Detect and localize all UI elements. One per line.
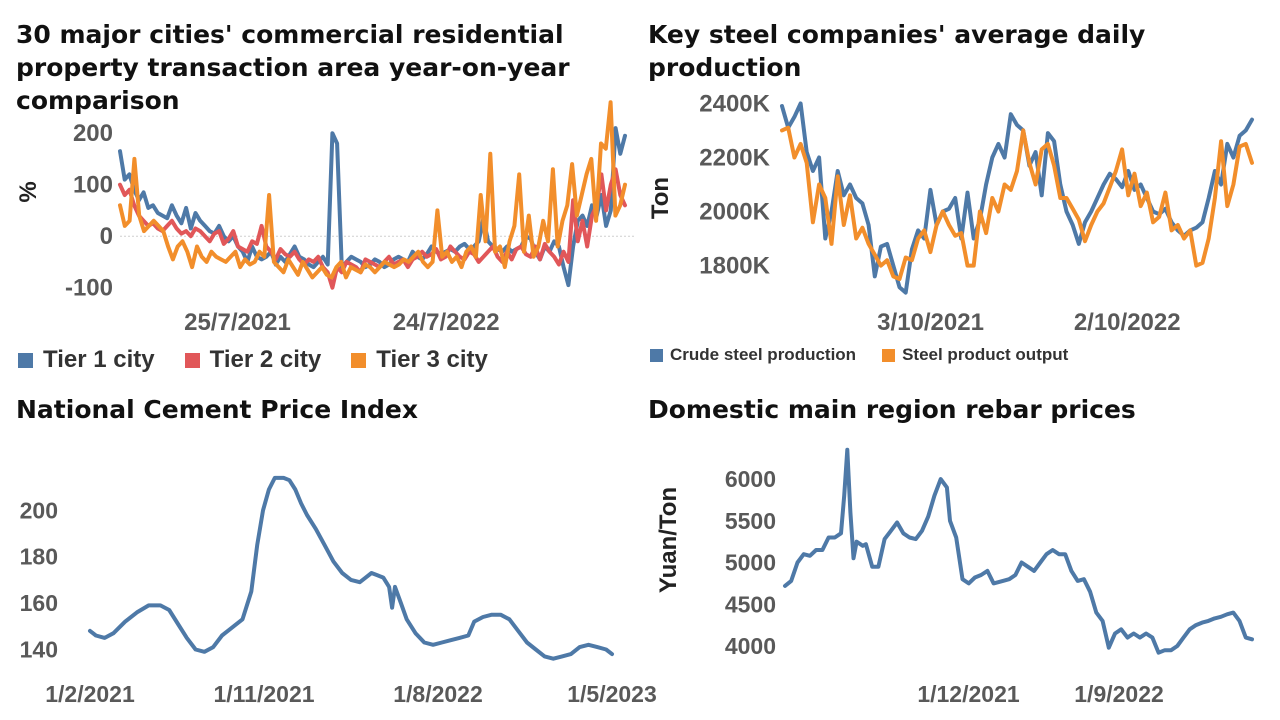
legend-swatch-crude-steel — [650, 348, 663, 362]
chart4-title: Domestic main region rebar prices — [648, 395, 1136, 424]
y-tick-label: 5000 — [725, 550, 776, 576]
legend-item-crude-steel: Crude steel production — [650, 345, 856, 365]
x-tick-label: 1/11/2021 — [213, 681, 314, 707]
y-tick-label: 2400K — [699, 90, 770, 117]
y-tick-label: 5500 — [725, 508, 776, 534]
legend-label-tier2: Tier 2 city — [209, 346, 322, 373]
series-line-steel-product-output — [780, 125, 1254, 282]
x-tick-label: 1/5/2023 — [567, 681, 657, 707]
series-line-crude-steel-production — [780, 101, 1254, 295]
legend-label-crude-steel: Crude steel production — [670, 345, 857, 364]
chart2-legend: Crude steel production Steel product out… — [650, 345, 1098, 365]
chart1-title: 30 major cities' commercial residential … — [16, 20, 570, 115]
x-tick-label: 24/7/2022 — [393, 309, 500, 336]
y-axis-label: Yuan/Ton — [655, 487, 682, 593]
x-tick-label: 3/10/2021 — [877, 309, 984, 336]
y-tick-label: -100 — [65, 275, 113, 302]
y-tick-label: 4000 — [725, 633, 776, 659]
x-tick-label: 1/12/2021 — [917, 681, 1020, 707]
chart3-title: National Cement Price Index — [16, 395, 418, 424]
series-line-index — [88, 475, 614, 661]
y-axis-label: Ton — [647, 177, 674, 219]
x-tick-label: 1/9/2022 — [1074, 681, 1164, 707]
chart2-plot: 2400K 2200K 2000K 1800K 3/10/2021 2/10/2022 To… — [647, 90, 1254, 336]
x-tick-label: 2/10/2022 — [1074, 309, 1181, 336]
legend-swatch-steel-product — [882, 348, 896, 362]
y-tick-label: 1800K — [699, 253, 770, 280]
legend-item-tier3: Tier 3 city — [351, 346, 488, 374]
legend-item-steel-product: Steel product output — [882, 345, 1068, 365]
x-tick-label: 1/8/2022 — [393, 681, 483, 707]
legend-label-tier3: Tier 3 city — [376, 346, 488, 373]
y-tick-label: 140 — [20, 636, 58, 662]
legend-item-tier1: Tier 1 city — [18, 346, 155, 374]
series-line-tier-3-city — [118, 100, 627, 280]
x-tick-label: 1/2/2021 — [45, 681, 135, 707]
legend-swatch-tier2 — [184, 352, 200, 368]
y-tick-label: 100 — [73, 172, 113, 199]
y-tick-label: 2000K — [699, 199, 770, 226]
y-tick-label: 200 — [73, 120, 113, 147]
y-tick-label: 200 — [20, 497, 58, 523]
legend-swatch-tier1 — [18, 352, 33, 368]
y-tick-label: 6000 — [725, 466, 776, 492]
chart1-plot: 200 100 0 -100 25/7/2021 24/7/2022% — [15, 100, 635, 336]
legend-label-steel-product: Steel product output — [902, 345, 1069, 364]
chart2-title: Key steel companies' average daily produ… — [648, 20, 1146, 82]
y-tick-label: 160 — [20, 590, 58, 616]
legend-item-tier2: Tier 2 city — [184, 346, 322, 374]
y-axis-label: % — [15, 181, 42, 202]
chart1-legend: Tier 1 city Tier 2 city Tier 3 city — [18, 346, 518, 374]
series-line-tier-2-city — [118, 167, 627, 290]
y-tick-label: 180 — [20, 544, 58, 570]
legend-swatch-tier3 — [351, 352, 367, 368]
x-tick-label: 25/7/2021 — [184, 309, 291, 336]
y-tick-label: 2200K — [699, 144, 770, 171]
series-line-index — [783, 447, 1254, 655]
y-tick-label: 4500 — [725, 591, 776, 617]
legend-label-tier1: Tier 1 city — [43, 346, 155, 373]
y-tick-label: 0 — [100, 223, 113, 250]
chart3-plot: 200 180 160 140 1/2/2021 1/11/2021 1/8/2022 1/5… — [20, 475, 657, 707]
chart4-plot: 6000 5500 5000 4500 4000 1/12/2021 1/9/2022 Yua… — [655, 447, 1254, 707]
